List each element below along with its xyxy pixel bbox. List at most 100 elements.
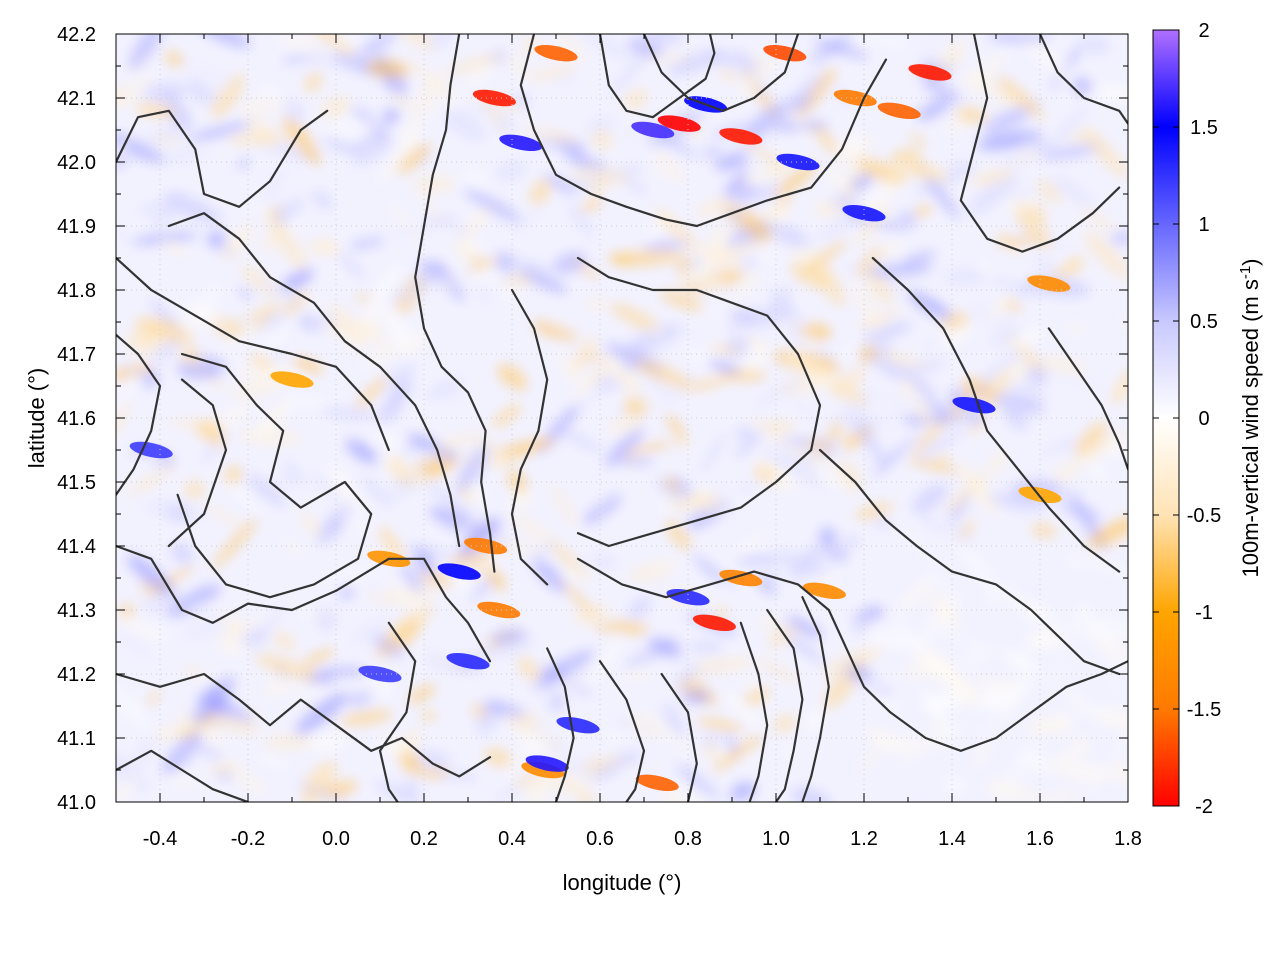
heat-texture-cell [591,487,622,524]
heat-texture-cell [471,672,488,680]
heat-texture-cell [364,263,402,322]
heat-texture-cell [1010,185,1035,205]
contour-line [167,378,228,548]
heat-texture-cell [1025,581,1044,598]
heat-texture-cell [726,309,759,319]
heat-texture-cell [545,319,584,339]
heat-texture-cell [269,218,306,271]
heat-texture-cell [729,781,756,801]
heat-texture-cell [309,472,344,503]
heat-texture-cell [553,72,579,86]
heat-texture-cell [361,476,393,507]
heat-texture-cell [223,324,257,351]
contour-line [871,256,1121,573]
heat-texture-cell [1041,144,1104,160]
heat-texture-cell [420,711,437,721]
heat-texture-cell [517,656,541,682]
heat-texture-cell [671,321,698,340]
heat-texture-cell [514,258,550,275]
heat-texture-cell [116,774,144,789]
heat-texture-cell [723,625,766,661]
heat-texture-cell [512,772,543,790]
heat-texture-cell [381,307,415,353]
y-tick-label: 41.1 [57,728,96,750]
x-tick-label: 1.4 [938,828,966,850]
heat-texture-cell [428,34,457,50]
heat-texture-cell [740,253,760,271]
heat-hotspot [877,102,921,120]
heat-texture-cell [589,632,625,684]
heat-texture-cell [782,73,824,117]
heat-texture-cell [1110,759,1128,787]
heat-texture-cell [116,73,154,112]
heat-texture-cell [411,74,444,121]
heat-texture-cell [622,442,674,455]
heat-texture-cell [1017,34,1054,68]
heat-texture-cell [675,763,720,800]
heat-texture-cell [380,376,412,424]
heat-texture-cell [1075,605,1093,623]
heat-texture-cell [257,167,288,205]
colorbar-tick-label: 1.5 [1190,117,1218,139]
heat-texture-cell [607,620,649,635]
heat-texture-cell [392,90,410,110]
contour-line [167,212,461,548]
heat-texture-cell [467,577,496,601]
y-tick-label: 41.6 [57,408,96,430]
heat-texture-cell [390,283,429,302]
heat-texture-cell [773,163,818,198]
heat-texture-cell [118,603,135,619]
heat-texture-cell [736,427,753,440]
heat-texture-cell [546,422,605,453]
heat-texture-cell [519,268,568,294]
colorbar-tick-label: -1 [1195,602,1213,624]
x-tick-label: 1.2 [850,828,878,850]
heat-texture-cell [743,687,771,706]
heat-texture-cell [237,157,250,170]
x-tick-label: 0.0 [322,828,350,850]
heat-hotspot [358,665,402,683]
heat-texture-cell [790,262,830,289]
heat-texture-cell [667,49,724,76]
contour-line [818,448,1121,676]
heat-texture-cell [487,568,506,592]
x-tick-label: -0.4 [143,828,177,850]
heat-texture-cell [716,242,754,251]
heat-texture-cell [144,592,181,612]
heat-texture-cell [221,222,254,262]
y-tick-label: 42.0 [57,152,96,174]
heat-texture-cell [764,120,830,132]
heat-texture-cell [646,374,673,399]
heat-hotspot [437,563,481,580]
contour-line [598,34,716,119]
heat-texture-cell [425,375,463,401]
contour-line [1038,34,1128,125]
heat-texture-cell [193,87,219,104]
heat-texture-cell [407,684,436,704]
contour-line [116,256,390,452]
heat-texture-cell [1110,231,1128,245]
heat-texture-cell [435,276,458,292]
heat-texture-cell [621,668,653,681]
heat-texture-cell [160,238,187,257]
heat-texture-cell [660,794,681,802]
heat-texture-cell [953,686,986,707]
heat-texture-cell [969,169,1014,186]
heat-texture-cell [1053,616,1119,634]
heat-texture-cell [615,370,640,390]
heat-texture-cell [973,738,993,768]
heat-texture-cell [854,502,894,520]
heat-texture-cell [348,616,392,646]
heat-texture-cell [978,683,1008,701]
heat-texture-cell [1062,774,1114,788]
heat-texture-cell [567,203,595,239]
heat-texture-cell [204,503,245,530]
heat-texture-cell [261,484,278,501]
heat-texture-cell [784,349,829,382]
heat-texture-cell [308,733,349,752]
heat-texture-cell [988,276,1045,300]
heat-texture-cell [407,545,455,558]
heat-texture-cell [526,541,556,567]
heat-texture-cell [291,48,335,75]
heat-texture-cell [854,245,884,276]
